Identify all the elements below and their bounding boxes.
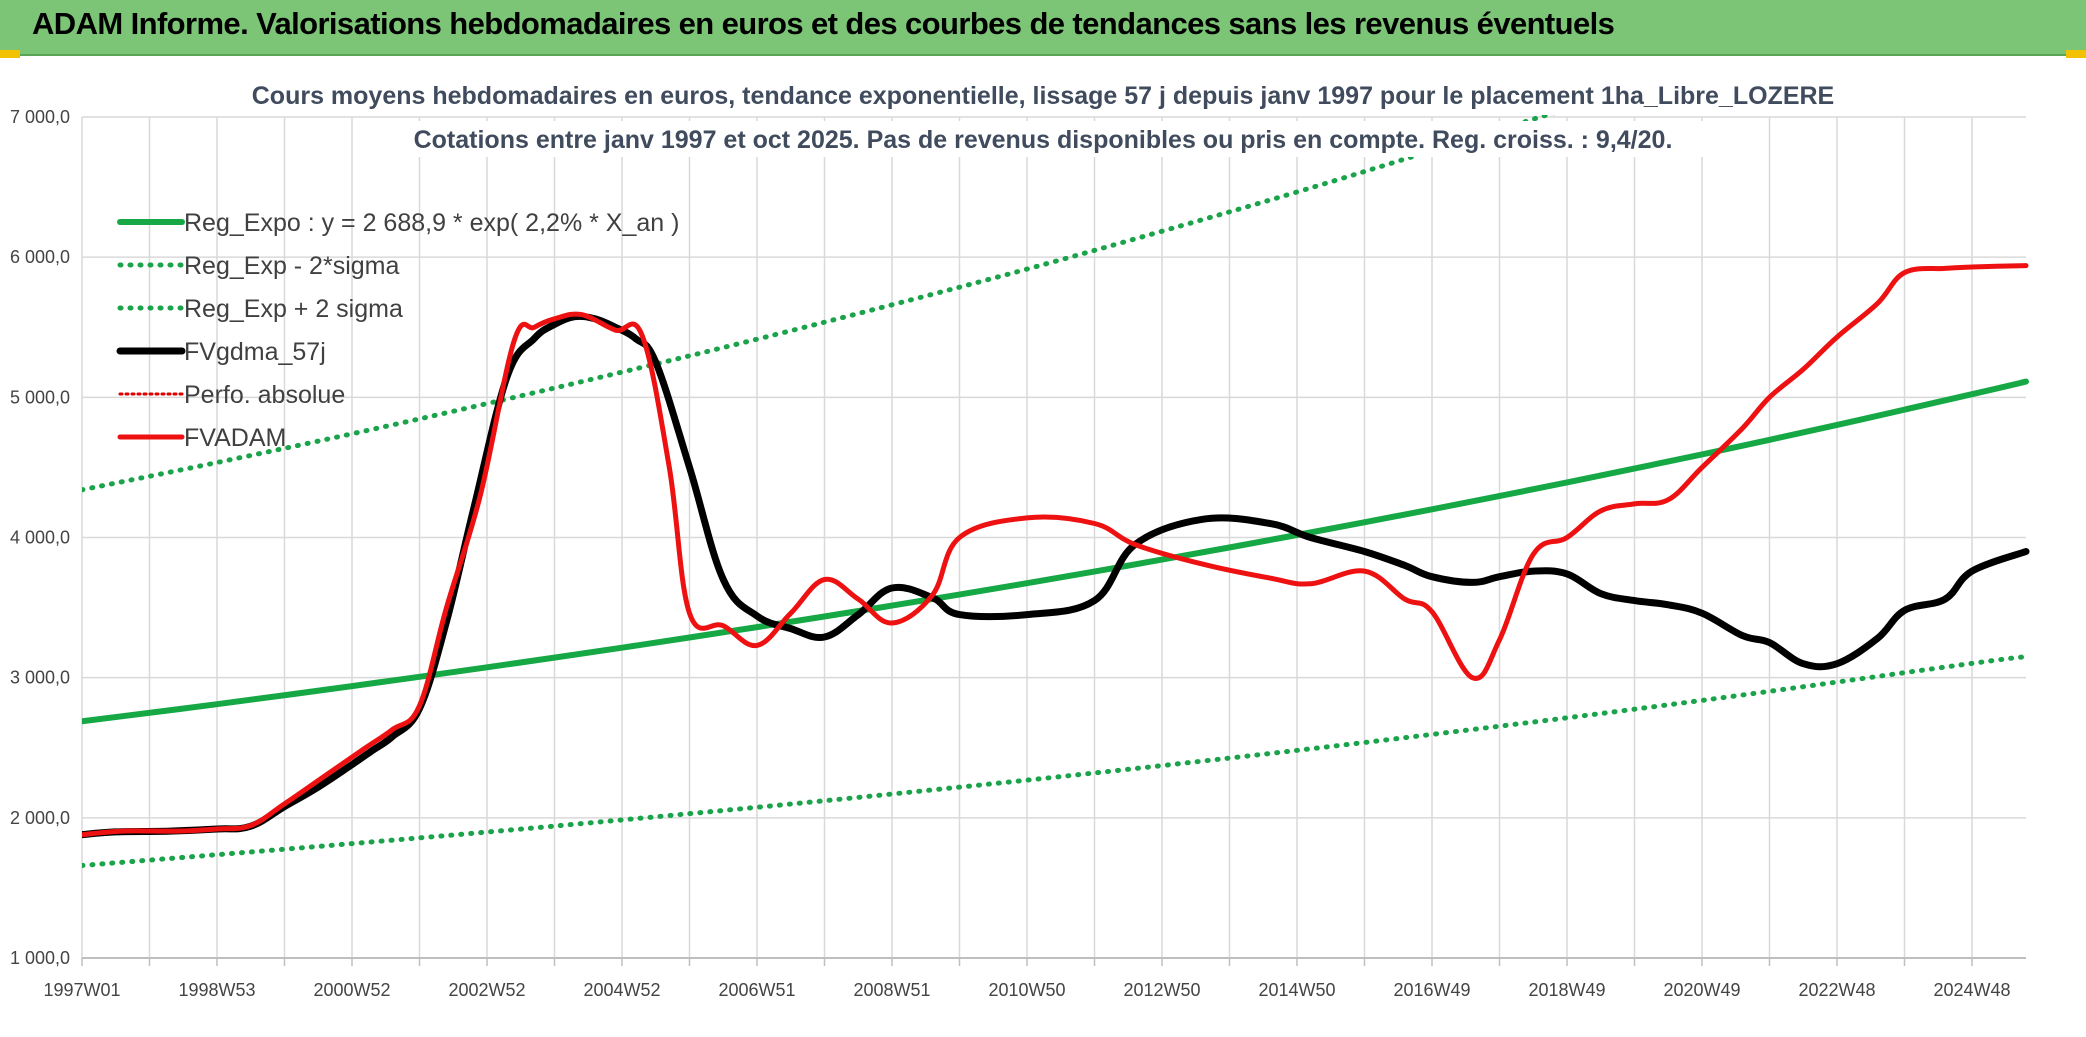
- x-tick-label: 2016W49: [1393, 980, 1470, 1000]
- x-tick-label: 2018W49: [1528, 980, 1605, 1000]
- series: [82, 115, 2030, 868]
- x-tick-label: 2024W48: [1933, 980, 2010, 1000]
- y-tick-label: 3 000,0: [10, 668, 70, 688]
- x-tick-label: 2020W49: [1663, 980, 1740, 1000]
- y-tick-label: 1 000,0: [10, 948, 70, 968]
- corner-mark-left: [0, 50, 20, 58]
- chart-title-line-1: Cours moyens hebdomadaires en euros, ten…: [252, 82, 1834, 110]
- y-tick-label: 4 000,0: [10, 528, 70, 548]
- legend-label: Reg_Exp - 2*sigma: [184, 252, 399, 280]
- chart-title: Cours moyens hebdomadaires en euros, ten…: [252, 77, 1834, 157]
- y-tick-label: 2 000,0: [10, 808, 70, 828]
- grid: [81, 116, 2026, 959]
- page-title: ADAM Informe. Valorisations hebdomadaire…: [32, 6, 1615, 41]
- x-tick-label: 2022W48: [1798, 980, 1875, 1000]
- x-tick-label: 2012W50: [1123, 980, 1200, 1000]
- legend-label: FVgdma_57j: [184, 338, 326, 366]
- series-fvgdma-57j-line: [82, 312, 2030, 839]
- header-banner: ADAM Informe. Valorisations hebdomadaire…: [0, 0, 2086, 56]
- series-fvadam-line: [82, 263, 2029, 838]
- series-reg-exp-minus-2sigma-line: [82, 654, 2029, 868]
- x-tick-label: 1998W53: [178, 980, 255, 1000]
- x-tick-label: 2000W52: [313, 980, 390, 1000]
- x-tick-label: 1997W01: [43, 980, 120, 1000]
- x-tick-label: 2010W50: [988, 980, 1065, 1000]
- legend-label: Perfo. absolue: [184, 381, 345, 409]
- chart-title-line-2: Cotations entre janv 1997 et oct 2025. P…: [414, 126, 1673, 154]
- y-tick-label: 7 000,0: [10, 107, 70, 127]
- x-tick-label: 2008W51: [853, 980, 930, 1000]
- x-tick-label: 2014W50: [1258, 980, 1335, 1000]
- x-tick-label: 2004W52: [583, 980, 660, 1000]
- y-tick-label: 5 000,0: [10, 387, 70, 407]
- chart-title-bg: [376, 121, 1710, 157]
- legend-label: Reg_Expo : y = 2 688,9 * exp( 2,2% * X_a…: [184, 209, 679, 237]
- corner-mark-right: [2066, 50, 2086, 58]
- axes: 1 000,0 2 000,0 3 000,0 4 000,0 5 000,0 6 000…: [10, 107, 2026, 1000]
- legend: Reg_Expo : y = 2 688,9 * exp( 2,2% * X_a…: [116, 209, 679, 452]
- y-tick-label: 6 000,0: [10, 247, 70, 267]
- legend-label: Reg_Exp + 2 sigma: [184, 295, 403, 323]
- legend-label: FVADAM: [184, 424, 286, 452]
- x-tick-label: 2002W52: [448, 980, 525, 1000]
- x-tick-label: 2006W51: [718, 980, 795, 1000]
- series-reg-exp-plus-2sigma-line: [82, 115, 1555, 493]
- series-reg-expo-line: [82, 378, 2029, 725]
- chart-title-bg: [266, 77, 1820, 113]
